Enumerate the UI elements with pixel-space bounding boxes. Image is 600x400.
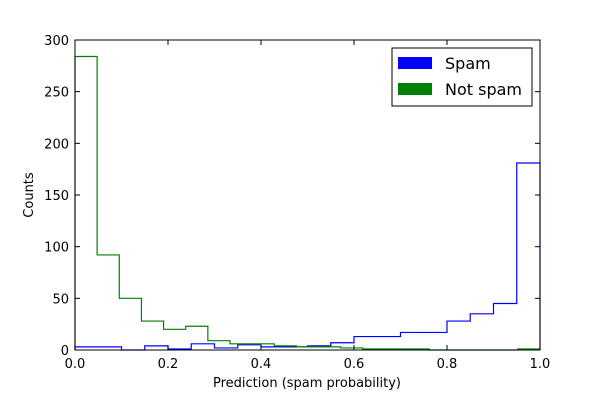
y-tick-label: 250 <box>44 86 69 101</box>
x-tick-label: 0.8 <box>437 357 458 372</box>
x-tick-label: 0.2 <box>158 357 179 372</box>
axis-ticks: 0.0 0.2 0.4 0.6 0.8 1.0 0 50 100 150 200 250 300 <box>44 34 550 372</box>
legend-label-spam: Spam <box>445 54 491 73</box>
x-tick-label: 0.0 <box>65 357 86 372</box>
y-tick-label: 150 <box>44 189 69 204</box>
series-line-spam <box>74 162 541 351</box>
x-tick-label: 0.4 <box>251 357 272 372</box>
y-tick-label: 200 <box>44 137 69 152</box>
y-axis-label: Counts <box>22 172 37 218</box>
x-axis-label: Prediction (spam probability) <box>213 376 401 391</box>
y-tick-label: 50 <box>52 292 69 307</box>
y-tick-label: 100 <box>44 241 69 256</box>
x-tick-label: 0.6 <box>344 357 365 372</box>
legend-label-not-spam: Not spam <box>445 80 522 99</box>
legend: Spam Not spam <box>391 47 533 107</box>
x-tick-label: 1.0 <box>530 357 551 372</box>
legend-swatch-not-spam <box>398 83 432 95</box>
y-tick-label: 0 <box>61 344 69 359</box>
y-tick-label: 300 <box>44 34 69 49</box>
legend-swatch-spam <box>398 57 432 69</box>
